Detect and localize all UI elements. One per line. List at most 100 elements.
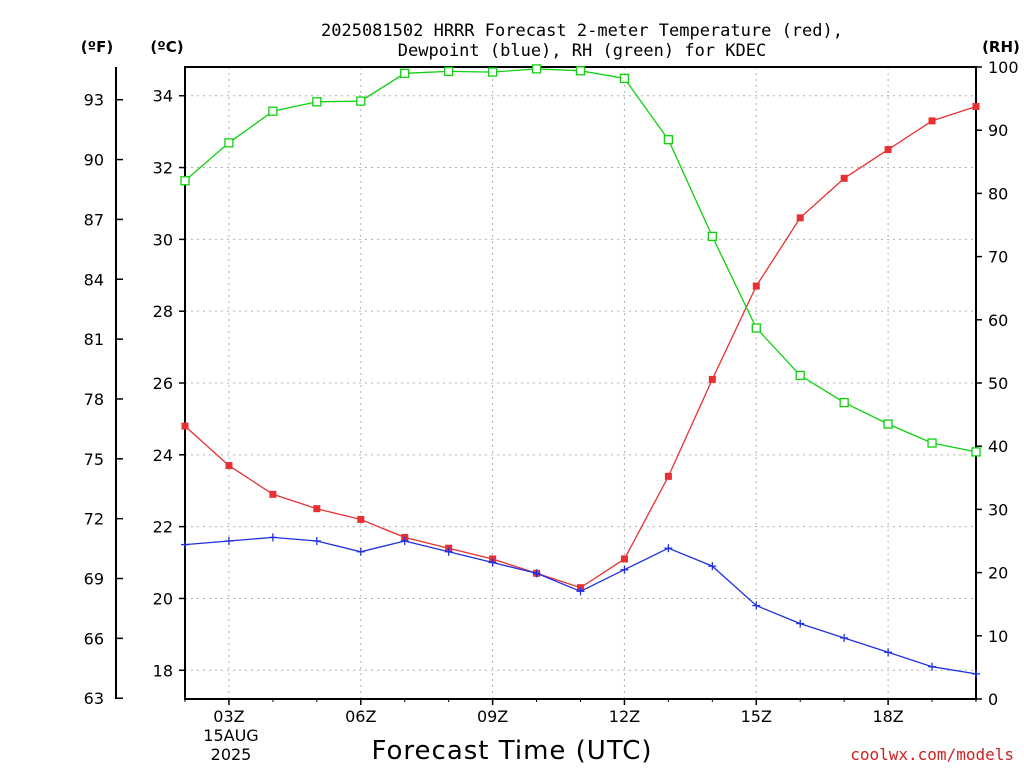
x-tick-label: 18Z [872,707,903,726]
rh-tick-label: 20 [988,564,1008,583]
dewpoint-point [268,533,277,542]
rh-tick-label: 30 [988,500,1008,519]
series-layer [180,64,981,678]
temperature-point [313,505,321,513]
rh-point [575,66,586,76]
chart-title-line-1: 2025081502 HRRR Forecast 2-meter Tempera… [321,21,843,41]
rh-tick-label: 10 [988,627,1008,646]
dewpoint-point [620,565,629,574]
fahrenheit-unit-label: (ºF) [81,38,113,56]
fahrenheit-tick-label: 63 [84,689,104,708]
fahrenheit-tick-label: 66 [84,629,104,648]
temperature-point [269,490,277,498]
celsius-tick-label: 28 [153,302,173,321]
x-tick-label: 15Z [741,707,772,726]
temperature-point [796,214,804,222]
temperature-point [664,472,672,480]
dewpoint-line [184,536,977,675]
fahrenheit-tick-label: 81 [84,330,104,349]
rh-tick-label: 100 [988,58,1019,77]
dewpoint-point [972,669,980,678]
rh-point [751,323,761,333]
dewpoint-point [752,601,761,610]
x-tick-label: 06Z [345,707,376,726]
temperature-point [972,103,980,110]
dewpoint-point [664,544,673,553]
date-label-year: 2025 [211,745,252,764]
dewpoint-point [488,558,497,567]
fahrenheit-tick-label: 75 [84,450,104,469]
rh-tick-label: 60 [988,311,1008,330]
dewpoint-point [576,587,585,596]
dewpoint-point [884,648,893,657]
rh-point [971,447,981,457]
rh-point [224,138,234,148]
temperature-point [752,282,760,290]
rh-point [356,96,366,106]
credit-label: coolwx.com/models [850,745,1014,764]
temperature-point [357,515,365,523]
dewpoint-point [181,540,189,549]
dewpoint-point [928,662,937,671]
rh-point [707,231,717,242]
dewpoint-point [356,547,365,556]
chart-title-line-2: Dewpoint (blue), RH (green) for KDEC [398,41,766,61]
celsius-unit-label: (ºC) [150,38,183,56]
x-tick-label: 12Z [609,707,640,726]
x-tick-label: 03Z [213,707,244,726]
x-axis-label: Forecast Time (UTC) [371,736,652,766]
rh-point [487,67,498,77]
grid-layer [185,67,976,699]
rh-point [312,97,322,107]
fahrenheit-tick-label: 90 [84,151,104,170]
rh-tick-label: 50 [988,374,1008,393]
celsius-tick-label: 34 [153,87,173,106]
temperature-point [225,462,233,470]
rh-point [795,370,805,381]
x-tick-label: 09Z [477,707,508,726]
celsius-tick-label: 24 [153,446,173,465]
dewpoint-point [400,537,409,545]
rh-point [839,397,849,408]
rh-point [663,135,674,145]
rh-tick-label: 80 [988,184,1008,203]
rh-tick-label: 90 [988,121,1008,140]
temperature-point [928,117,936,125]
dewpoint-point [708,562,717,571]
dewpoint-point [796,619,805,628]
rh-point [400,68,410,78]
rh-tick-label: 0 [988,690,998,709]
celsius-tick-label: 30 [153,230,173,249]
temperature-point [181,422,189,430]
temperature-line [184,105,977,589]
rh-line [184,68,977,453]
celsius-tick-label: 20 [153,589,173,608]
dewpoint-point [532,569,541,578]
rh-point [927,438,937,448]
fahrenheit-tick-label: 69 [84,570,104,589]
date-label-day: 15AUG [203,726,258,745]
fahrenheit-tick-label: 78 [84,390,104,409]
celsius-tick-label: 18 [153,661,173,680]
celsius-tick-label: 26 [153,374,173,393]
rh-tick-label: 40 [988,437,1008,456]
dewpoint-point [224,537,233,545]
temperature-point [620,555,628,563]
fahrenheit-tick-label: 93 [84,91,104,110]
rh-point [531,64,542,74]
rh-unit-label: (RH) [982,38,1020,56]
temperature-point [708,375,716,383]
temperature-point [884,146,892,154]
rh-point [883,419,893,429]
rh-point [268,106,278,116]
dewpoint-point [444,547,453,556]
rh-point [619,73,630,84]
axes-layer: 03Z 06Z 09Z 12Z 15Z 18Z 18 20 22 24 26 28 30 32 34 63 66… [84,58,1019,726]
rh-tick-label: 70 [988,248,1008,267]
celsius-tick-label: 32 [153,159,173,178]
fahrenheit-tick-label: 72 [84,510,104,529]
fahrenheit-tick-label: 84 [84,270,104,289]
celsius-tick-label: 22 [153,518,173,537]
rh-point [180,176,190,186]
